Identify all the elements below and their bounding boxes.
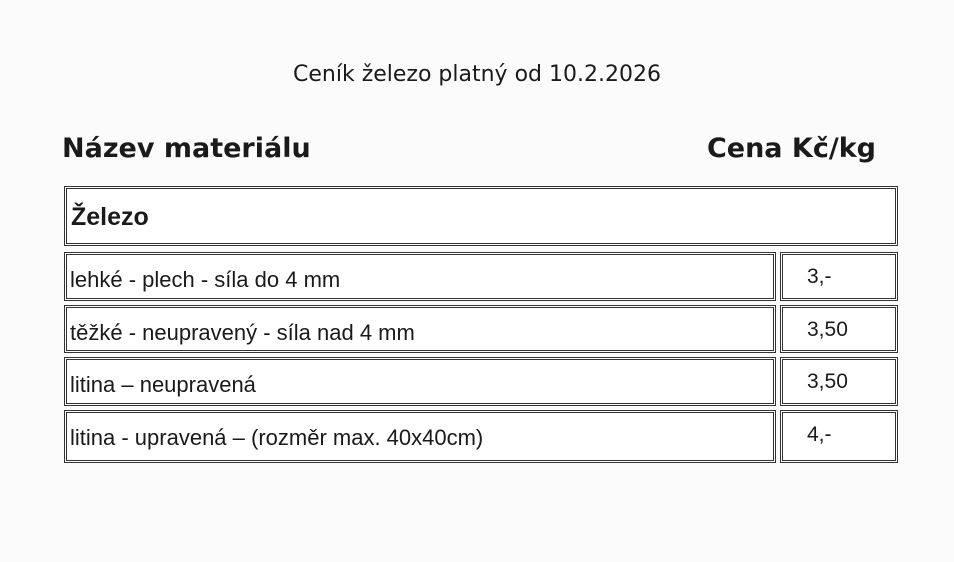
row-name: litina - upravená – (rozměr max. 40x40cm… [64, 410, 776, 463]
row-price: 4,- [780, 410, 898, 463]
row-price: 3,50 [780, 305, 898, 353]
row-price: 3,50 [780, 357, 898, 406]
category-row: Železo [64, 186, 898, 246]
page-title: Ceník železo platný od 10.2.2026 [293, 62, 661, 87]
header-price: Cena Kč/kg [706, 133, 876, 164]
row-name: těžké - neupravený - síla nad 4 mm [64, 305, 776, 353]
row-price: 3,- [780, 252, 898, 301]
row-name: lehké - plech - síla do 4 mm [64, 252, 776, 301]
row-name: litina – neupravená [64, 357, 776, 406]
header-material: Název materiálu [62, 133, 311, 164]
